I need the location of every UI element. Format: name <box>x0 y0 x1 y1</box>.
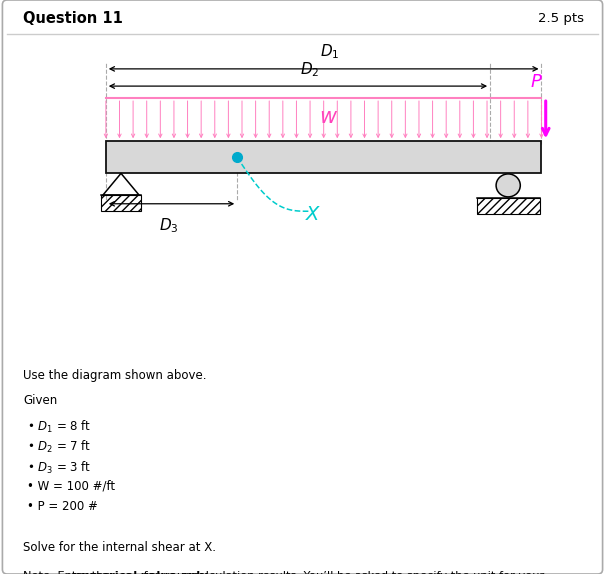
Polygon shape <box>103 173 139 195</box>
Text: $\mathit{X}$: $\mathit{X}$ <box>305 204 322 224</box>
Text: • $D_3$ = 3 ft: • $D_3$ = 3 ft <box>27 459 91 475</box>
Text: • P = 200 #: • P = 200 # <box>27 500 98 513</box>
Text: Solve for the internal shear at X.: Solve for the internal shear at X. <box>23 541 216 554</box>
Text: • $D_2$ = 7 ft: • $D_2$ = 7 ft <box>27 439 91 455</box>
Text: $\mathit{P}$: $\mathit{P}$ <box>529 73 543 91</box>
Text: $D_1$: $D_1$ <box>320 42 339 61</box>
Text: $\mathit{w}$: $\mathit{w}$ <box>319 107 338 126</box>
Text: Given: Given <box>23 394 57 407</box>
Text: Use the diagram shown above.: Use the diagram shown above. <box>23 369 206 382</box>
Bar <box>101 195 141 211</box>
Bar <box>106 141 541 173</box>
Text: $D_2$: $D_2$ <box>300 60 320 79</box>
Text: Note: Enter the: Note: Enter the <box>23 571 114 574</box>
Text: for your calculation results. You’ll be asked to specify the unit for your: for your calculation results. You’ll be … <box>140 571 544 574</box>
Text: $D_3$: $D_3$ <box>159 216 178 235</box>
Text: Question 11: Question 11 <box>23 11 123 26</box>
Bar <box>477 198 540 214</box>
Circle shape <box>496 174 520 197</box>
Text: • W = 100 #/ft: • W = 100 #/ft <box>27 480 116 492</box>
Text: 2.5 pts: 2.5 pts <box>538 12 584 25</box>
Text: numerical value only: numerical value only <box>73 571 208 574</box>
Text: • $D_1$ = 8 ft: • $D_1$ = 8 ft <box>27 419 91 435</box>
